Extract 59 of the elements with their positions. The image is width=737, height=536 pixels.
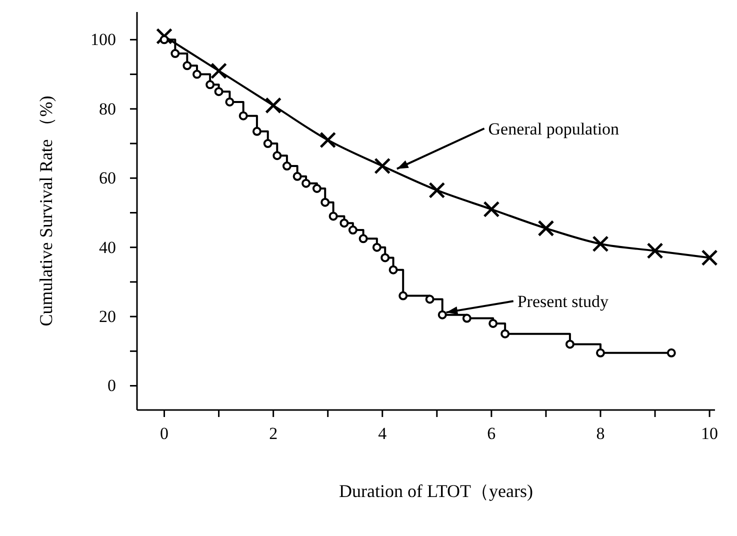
point [358, 234, 368, 244]
x-tick-label: 8 [596, 424, 605, 444]
annotation: Present study [517, 292, 609, 312]
point [592, 236, 609, 252]
x-tick-label: 10 [701, 424, 718, 444]
point [646, 242, 664, 260]
y-tick-label: 100 [90, 30, 116, 50]
point [272, 151, 282, 160]
y-tick-label: 80 [99, 99, 116, 118]
point [182, 61, 192, 70]
point [292, 172, 302, 181]
point [483, 201, 500, 218]
point [340, 218, 349, 228]
x-tick-label: 4 [378, 424, 388, 444]
annotation: General population [488, 120, 620, 139]
point [428, 182, 446, 198]
point [170, 49, 180, 58]
y-tick-label: 40 [99, 238, 116, 257]
point [265, 97, 282, 114]
point [565, 340, 574, 349]
point [388, 265, 398, 274]
point [225, 97, 234, 106]
point [160, 35, 169, 44]
point [438, 310, 447, 320]
point [500, 329, 510, 338]
point [398, 291, 408, 300]
point [328, 212, 338, 221]
point [206, 80, 215, 90]
point [425, 294, 434, 304]
point [596, 348, 605, 358]
point [701, 249, 718, 266]
x-tick-label: 0 [160, 424, 169, 444]
y-tick-label: 20 [99, 306, 116, 326]
point [263, 139, 272, 148]
point [666, 348, 676, 358]
x-tick-label: 2 [269, 424, 278, 444]
point [282, 162, 292, 171]
point [156, 28, 173, 44]
point [320, 198, 330, 207]
x-axis-title: Duration of LTOT（years) [339, 481, 533, 501]
y-axis-title: Cumulative Survival Rate （%) [36, 96, 56, 326]
point [238, 111, 248, 120]
point [380, 253, 390, 262]
point [488, 318, 498, 328]
point [374, 158, 391, 174]
x-tick-label: 6 [487, 424, 496, 444]
point [320, 132, 336, 148]
point [252, 126, 262, 136]
point [462, 314, 472, 323]
point [302, 178, 311, 188]
point [312, 184, 322, 194]
point [348, 226, 358, 235]
y-tick-label: 60 [99, 168, 116, 188]
point [214, 87, 224, 96]
point [372, 242, 382, 252]
point [210, 62, 228, 80]
point [538, 220, 554, 237]
point [192, 70, 202, 79]
y-tick-label: 0 [108, 376, 116, 396]
